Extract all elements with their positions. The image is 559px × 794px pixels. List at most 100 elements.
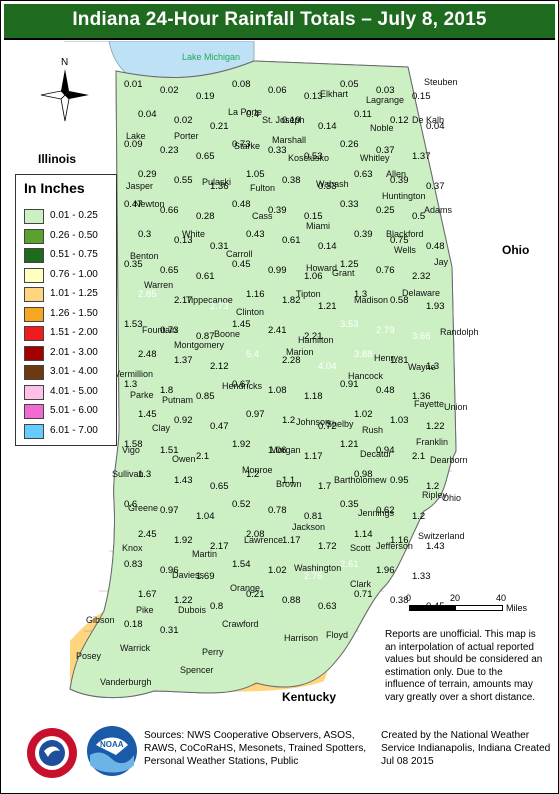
- county-label: Owen: [172, 454, 196, 464]
- county-label: Union: [444, 402, 468, 412]
- county-label: Allen: [386, 169, 406, 179]
- rainfall-value: 0.67: [232, 379, 251, 390]
- county-label: Tippecanoe: [186, 295, 233, 305]
- county-label: Posey: [76, 651, 102, 661]
- county-label: Bartholomew: [334, 475, 387, 485]
- county-label: Greene: [128, 503, 158, 513]
- rainfall-value: 0.72: [318, 421, 337, 432]
- rainfall-value: 1.92: [174, 535, 193, 546]
- county-label: Huntington: [382, 191, 426, 201]
- legend-label: 5.01 - 6.00: [50, 405, 98, 416]
- legend-label: 1.26 - 1.50: [50, 307, 98, 319]
- rainfall-value: 0.06: [268, 85, 287, 96]
- rainfall-value: 0.19: [282, 115, 301, 126]
- county-label: Clay: [152, 423, 171, 433]
- footer: NOAA Sources: NWS Cooperative Observers,…: [4, 715, 555, 791]
- scale-0: 0: [406, 593, 412, 603]
- rainfall-value: 0.31: [210, 241, 229, 252]
- county-label: Lake: [126, 131, 146, 141]
- disclaimer-note: Reports are unofficial. This map is an i…: [385, 629, 543, 703]
- county-label: Pike: [136, 605, 154, 615]
- county-label: Parke: [130, 390, 154, 400]
- legend-swatch: [24, 209, 44, 224]
- rainfall-value: 2.21: [304, 331, 323, 342]
- county-label: Lawrence: [244, 535, 283, 545]
- legend: In Inches 0.01 - 0.25 0.26 - 0.50 0.51 - 0…: [15, 174, 117, 446]
- rainfall-value: 0.63: [318, 601, 337, 612]
- county-label: Dubois: [178, 605, 207, 615]
- county-label: Blackford: [386, 229, 424, 239]
- rainfall-value: 0.73: [232, 139, 251, 150]
- county-label: De Kalb: [412, 115, 444, 125]
- rainfall-value: 0.87: [196, 331, 215, 342]
- rainfall-value: 0.47: [124, 199, 143, 210]
- legend-item: 2.01 - 3.00: [24, 345, 112, 361]
- page-title: Indiana 24-Hour Rainfall Totals – July 8…: [72, 9, 487, 30]
- county-label: St. Joseph: [262, 115, 305, 125]
- county-label: Knox: [122, 543, 143, 553]
- rainfall-value: 1.17: [304, 451, 323, 462]
- rainfall-value: 0.96: [160, 565, 179, 576]
- county-label: Jasper: [126, 181, 153, 191]
- county-label: Randolph: [440, 327, 479, 337]
- rainfall-value: 1.81: [390, 355, 409, 366]
- rainfall-value: 2.1: [412, 451, 425, 462]
- rainfall-value: 1.16: [246, 289, 265, 300]
- legend-swatch: [24, 365, 44, 380]
- rainfall-value: 4.04: [318, 361, 337, 372]
- legend-item: 5.01 - 6.00: [24, 404, 112, 419]
- legend-label: 0.01 - 0.25: [50, 210, 98, 221]
- title-bar: Indiana 24-Hour Rainfall Totals – July 8…: [4, 4, 555, 40]
- county-label: Vanderburgh: [100, 677, 151, 687]
- rainfall-value: 0.38: [282, 175, 301, 186]
- county-label: Monroe: [242, 465, 273, 475]
- rainfall-value: 0.65: [210, 481, 229, 492]
- rainfall-value: 0.76: [376, 265, 395, 276]
- rainfall-value: 0.38: [390, 595, 409, 606]
- legend-label: 2.01 - 3.00: [50, 346, 98, 358]
- rainfall-value: 2.76: [304, 571, 323, 582]
- rainfall-value: 0.65: [196, 151, 215, 162]
- rainfall-value: 1.54: [232, 559, 251, 570]
- rainfall-value: 0.02: [160, 85, 179, 96]
- rainfall-value: 1.45: [232, 319, 251, 330]
- county-label: Gibson: [86, 615, 115, 625]
- rainfall-value: 1.3: [138, 469, 151, 480]
- rainfall-value: 2.48: [138, 349, 157, 360]
- rainfall-value: 0.03: [376, 85, 395, 96]
- rainfall-value: 0.15: [412, 91, 431, 102]
- rainfall-value: 0.88: [282, 595, 301, 606]
- rainfall-value: 1.53: [124, 319, 143, 330]
- rainfall-value: 2.41: [268, 325, 287, 336]
- rainfall-value: 1.3: [426, 361, 439, 372]
- rainfall-value: 0.11: [354, 109, 372, 120]
- county-label: Jay: [434, 257, 449, 267]
- scale-40: 40: [496, 593, 507, 603]
- ohio-label: Ohio: [502, 243, 529, 257]
- rainfall-value: 0.28: [196, 211, 215, 222]
- rainfall-value: 0.43: [246, 229, 265, 240]
- legend-label: 0.26 - 0.50: [50, 229, 98, 241]
- rainfall-value: 0.33: [268, 145, 287, 156]
- rainfall-value: 1.05: [246, 169, 265, 180]
- rainfall-value: 0.62: [376, 505, 395, 516]
- county-label: Fountain: [142, 325, 177, 335]
- rainfall-value: 1.37: [174, 355, 193, 366]
- county-label: Benton: [130, 251, 159, 261]
- rainfall-value: 1.06: [304, 271, 323, 282]
- county-label: Delaware: [402, 288, 440, 298]
- rainfall-value: 0.37: [376, 145, 395, 156]
- rainfall-value: 0.78: [268, 505, 287, 516]
- rainfall-value: 0.8: [210, 601, 223, 612]
- county-label: Fayette: [414, 399, 444, 409]
- rainfall-value: 1.58: [124, 439, 143, 450]
- county-label: Hendricks: [222, 381, 263, 391]
- rainfall-value: 0.39: [354, 229, 373, 240]
- rainfall-value: 0.63: [354, 169, 373, 180]
- rainfall-value: 1.51: [160, 445, 179, 456]
- rainfall-value: 0.48: [232, 199, 251, 210]
- legend-swatch: [24, 326, 44, 341]
- county-label: Floyd: [326, 630, 348, 640]
- rainfall-value: 0.21: [210, 121, 229, 132]
- county-label: Boone: [214, 329, 240, 339]
